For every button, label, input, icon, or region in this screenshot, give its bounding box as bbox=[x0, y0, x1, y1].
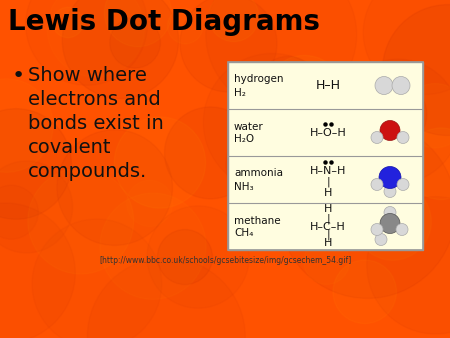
Circle shape bbox=[371, 223, 383, 236]
Circle shape bbox=[380, 121, 400, 141]
Circle shape bbox=[233, 137, 310, 215]
Text: H: H bbox=[324, 203, 332, 214]
Text: H–H: H–H bbox=[315, 79, 341, 92]
Circle shape bbox=[375, 76, 393, 95]
Circle shape bbox=[405, 128, 450, 200]
Text: Show where: Show where bbox=[28, 66, 147, 85]
Text: covalent: covalent bbox=[28, 138, 112, 157]
Text: Lewis Dot Diagrams: Lewis Dot Diagrams bbox=[8, 8, 320, 36]
Circle shape bbox=[206, 0, 357, 110]
Circle shape bbox=[180, 0, 277, 92]
Circle shape bbox=[397, 178, 409, 191]
Circle shape bbox=[382, 5, 450, 136]
Circle shape bbox=[264, 55, 345, 136]
Circle shape bbox=[209, 0, 259, 42]
Text: •: • bbox=[12, 66, 25, 86]
Circle shape bbox=[87, 258, 245, 338]
Text: CH₄: CH₄ bbox=[234, 228, 253, 239]
Circle shape bbox=[371, 131, 383, 144]
Circle shape bbox=[167, 8, 203, 44]
Circle shape bbox=[165, 107, 256, 199]
Circle shape bbox=[0, 161, 72, 253]
Text: bonds exist in: bonds exist in bbox=[28, 114, 164, 133]
Circle shape bbox=[100, 193, 206, 299]
Circle shape bbox=[380, 214, 400, 234]
Circle shape bbox=[384, 207, 396, 218]
Text: |: | bbox=[326, 229, 330, 240]
Text: H–N–H: H–N–H bbox=[310, 167, 346, 176]
Circle shape bbox=[32, 219, 162, 338]
Text: |: | bbox=[326, 176, 330, 187]
Bar bbox=[228, 62, 423, 250]
Text: H–O–H: H–O–H bbox=[310, 127, 346, 138]
Text: |: | bbox=[326, 213, 330, 224]
Circle shape bbox=[147, 206, 249, 308]
Circle shape bbox=[26, 0, 148, 85]
Circle shape bbox=[384, 186, 396, 197]
Circle shape bbox=[62, 0, 179, 99]
Bar bbox=[228, 62, 423, 250]
Circle shape bbox=[379, 167, 401, 189]
Circle shape bbox=[158, 230, 212, 285]
Circle shape bbox=[371, 178, 383, 191]
Text: water: water bbox=[234, 121, 264, 131]
Circle shape bbox=[104, 0, 171, 47]
Circle shape bbox=[0, 203, 75, 338]
Text: H: H bbox=[324, 188, 332, 197]
Circle shape bbox=[257, 56, 319, 118]
Text: NH₃: NH₃ bbox=[234, 182, 254, 192]
Circle shape bbox=[375, 234, 387, 245]
Circle shape bbox=[397, 131, 409, 144]
Circle shape bbox=[226, 107, 341, 221]
Text: [http://www.bbc.co.uk/schools/gcsebitesize/img/gcsechem_54.gif]: [http://www.bbc.co.uk/schools/gcsebitesi… bbox=[99, 256, 351, 265]
Text: H: H bbox=[324, 239, 332, 248]
Circle shape bbox=[392, 76, 410, 95]
Circle shape bbox=[333, 260, 396, 323]
Circle shape bbox=[110, 17, 160, 68]
Circle shape bbox=[0, 185, 38, 239]
Circle shape bbox=[0, 108, 72, 219]
Circle shape bbox=[0, 79, 53, 172]
Text: methane: methane bbox=[234, 216, 281, 225]
Circle shape bbox=[304, 239, 350, 284]
Text: electrons and: electrons and bbox=[28, 90, 161, 109]
Circle shape bbox=[314, 135, 403, 224]
Circle shape bbox=[396, 223, 408, 236]
Text: H₂: H₂ bbox=[234, 88, 246, 97]
Circle shape bbox=[114, 117, 206, 208]
Text: H₂O: H₂O bbox=[234, 135, 254, 145]
Text: H–C–H: H–C–H bbox=[310, 221, 346, 232]
Circle shape bbox=[28, 168, 134, 274]
Circle shape bbox=[403, 83, 450, 148]
Text: compounds.: compounds. bbox=[28, 162, 147, 181]
Text: ammonia: ammonia bbox=[234, 169, 283, 178]
Circle shape bbox=[57, 130, 172, 245]
Text: hydrogen: hydrogen bbox=[234, 74, 284, 84]
Circle shape bbox=[367, 197, 450, 334]
Circle shape bbox=[203, 53, 341, 191]
Circle shape bbox=[53, 7, 83, 38]
Circle shape bbox=[363, 0, 450, 95]
Circle shape bbox=[336, 59, 450, 183]
Circle shape bbox=[279, 121, 450, 298]
Circle shape bbox=[360, 81, 427, 148]
Circle shape bbox=[354, 183, 432, 260]
Circle shape bbox=[302, 110, 366, 174]
